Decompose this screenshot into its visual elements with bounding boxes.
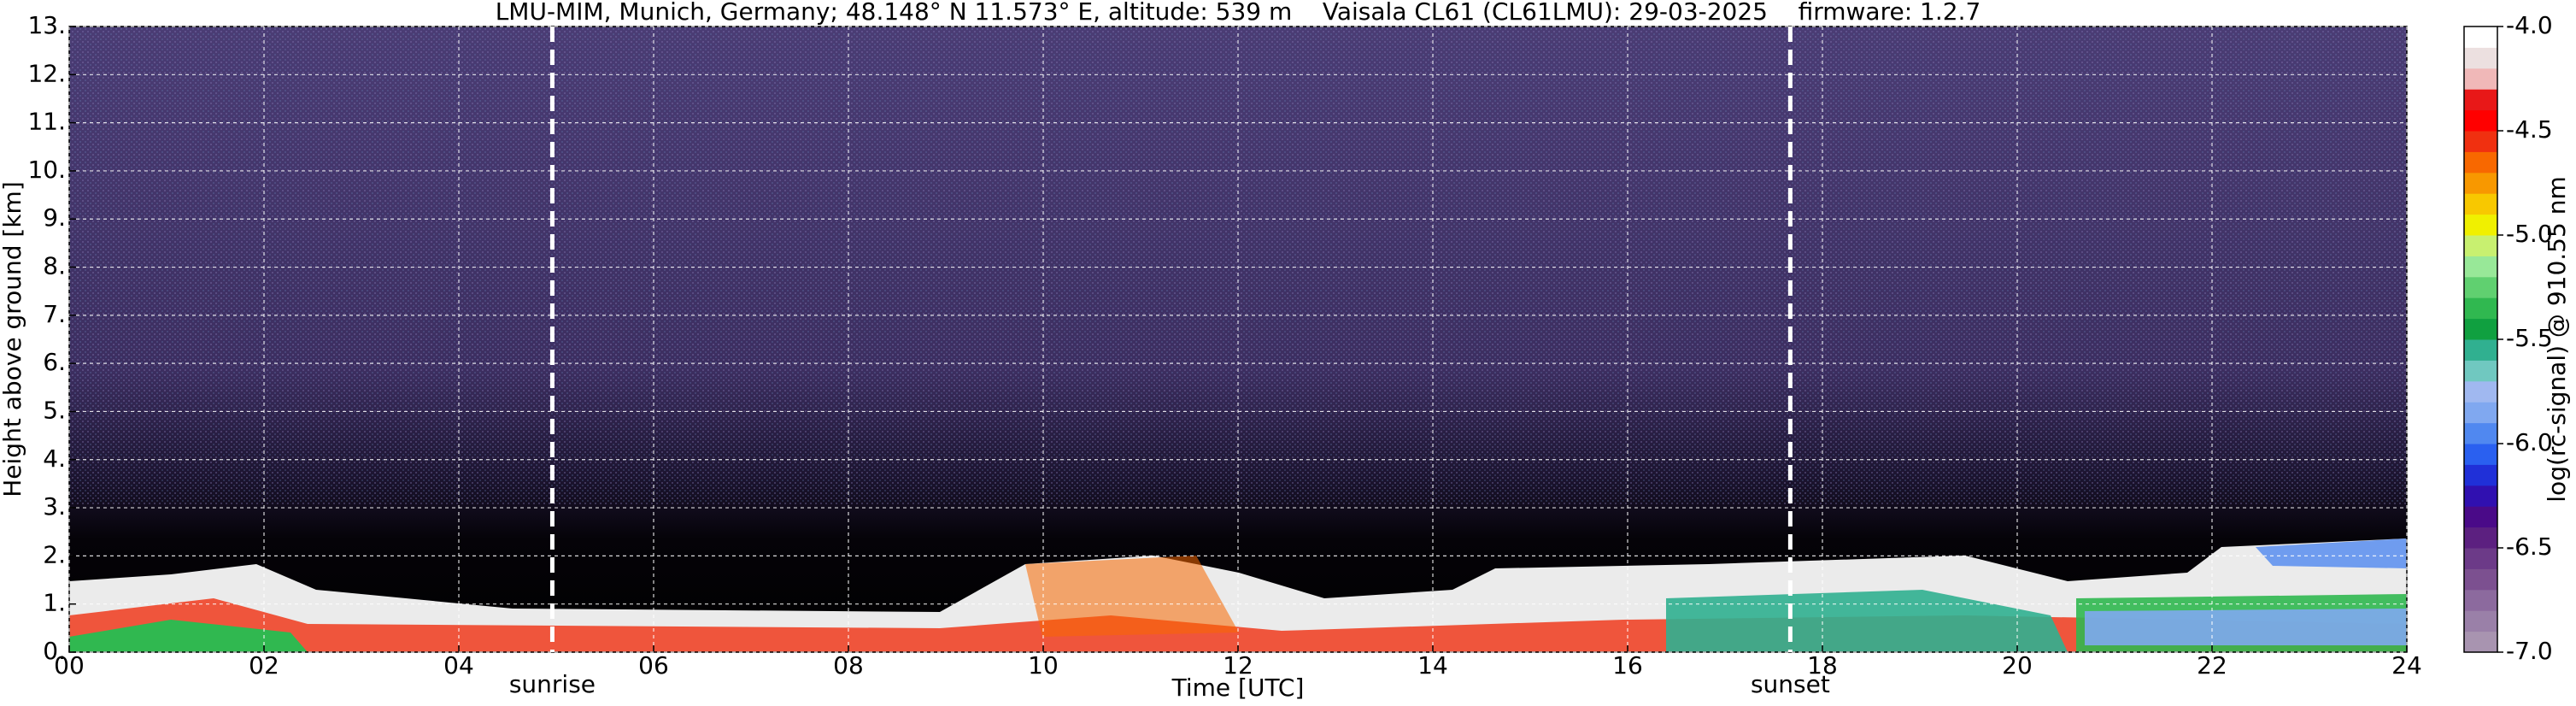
x-axis-label: Time [UTC] [1171,674,1305,702]
x-tick-label: 14 [1417,651,1448,680]
y-tick-label: 9. [43,203,66,232]
x-tick-label: 02 [249,651,279,680]
colorbar-swatch [2464,360,2497,382]
colorbar-swatch [2464,527,2497,549]
colorbar-swatch [2464,276,2497,298]
x-tick-label: 22 [2197,651,2227,680]
colorbar-swatch [2464,256,2497,278]
y-tick-label: 3. [43,492,66,521]
y-tick-label: 5. [43,396,66,424]
y-tick-label: 6. [43,348,66,376]
y-tick-label: 10. [27,156,66,184]
colorbar-swatch [2464,589,2497,611]
chart-title: LMU-MIM, Munich, Germany; 48.148° N 11.5… [496,0,1981,26]
colorbar-swatch [2464,506,2497,528]
colorbar-swatch [2464,193,2497,215]
colorbar-swatch [2464,68,2497,90]
x-tick-label: 12 [1223,651,1253,680]
y-tick-label: 1. [43,589,66,617]
x-tick-label: 06 [638,651,669,680]
y-axis-label: Height above ground [km] [0,181,26,497]
colorbar-swatch [2464,151,2497,174]
colorbar-swatch [2464,610,2497,632]
colorbar-swatch [2464,485,2497,507]
colorbar-swatch [2464,131,2497,152]
colorbar-swatch [2464,47,2497,69]
colorbar-swatch [2464,444,2497,465]
x-tick-label: 16 [1612,651,1643,680]
colorbar-swatch [2464,464,2497,486]
y-tick-label: 2. [43,540,66,568]
x-tick-label: 00 [54,651,85,680]
x-tick-label: 04 [443,651,474,680]
colorbar-swatch [2464,402,2497,424]
y-tick-label: 7. [43,300,66,328]
colorbar-swatch [2464,235,2497,256]
x-tick-label: 20 [2002,651,2033,680]
y-tick-label: 0. [43,637,66,665]
annotation-label: sunrise [509,670,596,698]
x-tick-label: 08 [833,651,864,680]
colorbar-tick-label: -5.0 [2506,220,2553,248]
annotation-label: sunset [1751,670,1830,698]
backscatter-field [69,26,2407,652]
colorbar-swatch [2464,380,2497,403]
colorbar-swatch [2464,631,2497,653]
colorbar-swatch [2464,318,2497,340]
colorbar-swatch [2464,89,2497,111]
colorbar-tick-label: -6.0 [2506,428,2553,456]
x-tick-label: 10 [1028,651,1059,680]
colorbar-label: log(rc-signal) @ 910.55 nm [2543,176,2571,502]
colorbar-swatch [2464,548,2497,569]
y-tick-label: 12. [27,59,66,87]
colorbar-swatch [2464,26,2497,48]
colorbar-tick-label: -6.5 [2506,532,2553,561]
colorbar-swatch [2464,172,2497,194]
colorbar-tick-label: -7.0 [2506,637,2553,665]
colorbar-swatch [2464,214,2497,236]
colorbar-swatch [2464,422,2497,444]
y-tick-label: 13. [27,11,66,39]
colorbar-tick-label: -4.0 [2506,11,2553,39]
colorbar-swatch [2464,109,2497,132]
colorbar-swatch [2464,339,2497,361]
colorbar-swatch [2464,297,2497,320]
colorbar-tick-label: -4.5 [2506,115,2553,144]
x-tick-label: 24 [2391,651,2422,680]
y-tick-label: 4. [43,444,66,473]
x-tick-label: 18 [1807,651,1838,680]
colorbar-tick-label: -5.5 [2506,324,2553,352]
y-tick-label: 11. [27,108,66,136]
colorbar-swatch [2464,568,2497,591]
y-tick-label: 8. [43,252,66,280]
